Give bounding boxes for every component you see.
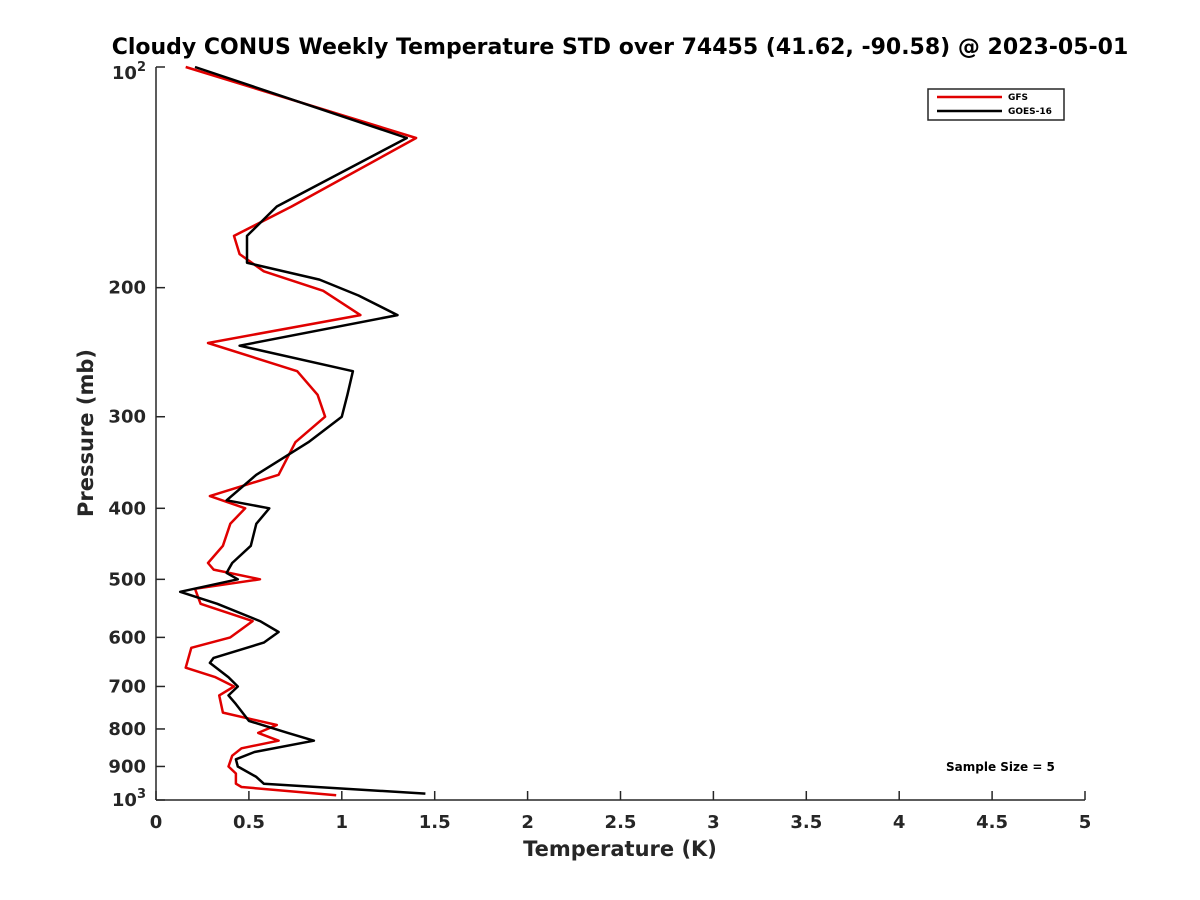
lines-group (178, 65, 426, 797)
plot-area: 0 0.5 1 1.5 2 2.5 3 3.5 4 4.5 5 200 300 400 500 600 700… (108, 60, 1091, 833)
y-tick-label: 200 (108, 278, 146, 299)
y-tick-label-bottom: 103 (112, 787, 146, 811)
series-line-gfs (184, 65, 418, 797)
y-ticks: 200 300 400 500 600 700 800 900 102 103 (108, 60, 165, 811)
legend-box (927, 88, 1065, 121)
y-tick-label: 900 (108, 756, 146, 777)
chart-title: Cloudy CONUS Weekly Temperature STD over… (112, 35, 1129, 60)
x-tick-label: 4.5 (976, 812, 1008, 833)
y-tick-label: 700 (108, 676, 146, 697)
y-tick-label: 300 (108, 407, 146, 428)
legend: GFS GOES-16 (927, 88, 1065, 121)
y-tick-label: 600 (108, 627, 146, 648)
x-ticks: 0 0.5 1 1.5 2 2.5 3 3.5 4 4.5 5 (150, 791, 1092, 833)
x-tick-label: 1.5 (419, 812, 451, 833)
x-tick-label: 1 (336, 812, 349, 833)
y-tick-label: 500 (108, 569, 146, 590)
y-axis-label: Pressure (mb) (74, 349, 98, 517)
y-tick-label-top: 102 (112, 60, 146, 84)
legend-label-goes-16: GOES-16 (1008, 107, 1052, 117)
sample-size-annotation: Sample Size = 5 (946, 760, 1055, 774)
x-tick-label: 3.5 (790, 812, 822, 833)
y-tick-label: 400 (108, 498, 146, 519)
y-tick-label: 800 (108, 719, 146, 740)
x-tick-label: 2 (521, 812, 534, 833)
x-tick-label: 5 (1079, 812, 1092, 833)
x-tick-label: 0.5 (233, 812, 265, 833)
plot-background (156, 67, 1085, 800)
x-tick-label: 0 (150, 812, 163, 833)
series-line-goes-16 (178, 65, 426, 795)
x-tick-label: 2.5 (605, 812, 637, 833)
x-axis-label: Temperature (K) (523, 837, 717, 861)
legend-label-gfs: GFS (1008, 93, 1028, 103)
x-tick-label: 3 (707, 812, 720, 833)
x-tick-label: 4 (893, 812, 906, 833)
